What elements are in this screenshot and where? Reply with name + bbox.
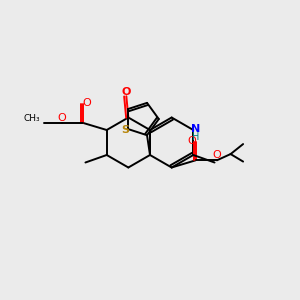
Text: N: N xyxy=(191,124,200,134)
Text: H: H xyxy=(192,132,199,142)
Text: O: O xyxy=(82,98,91,108)
Text: O: O xyxy=(122,87,131,97)
Text: CH₃: CH₃ xyxy=(23,114,40,123)
Text: S: S xyxy=(121,125,129,135)
Text: O: O xyxy=(187,136,196,146)
Text: O: O xyxy=(57,113,66,123)
Text: O: O xyxy=(212,150,221,160)
